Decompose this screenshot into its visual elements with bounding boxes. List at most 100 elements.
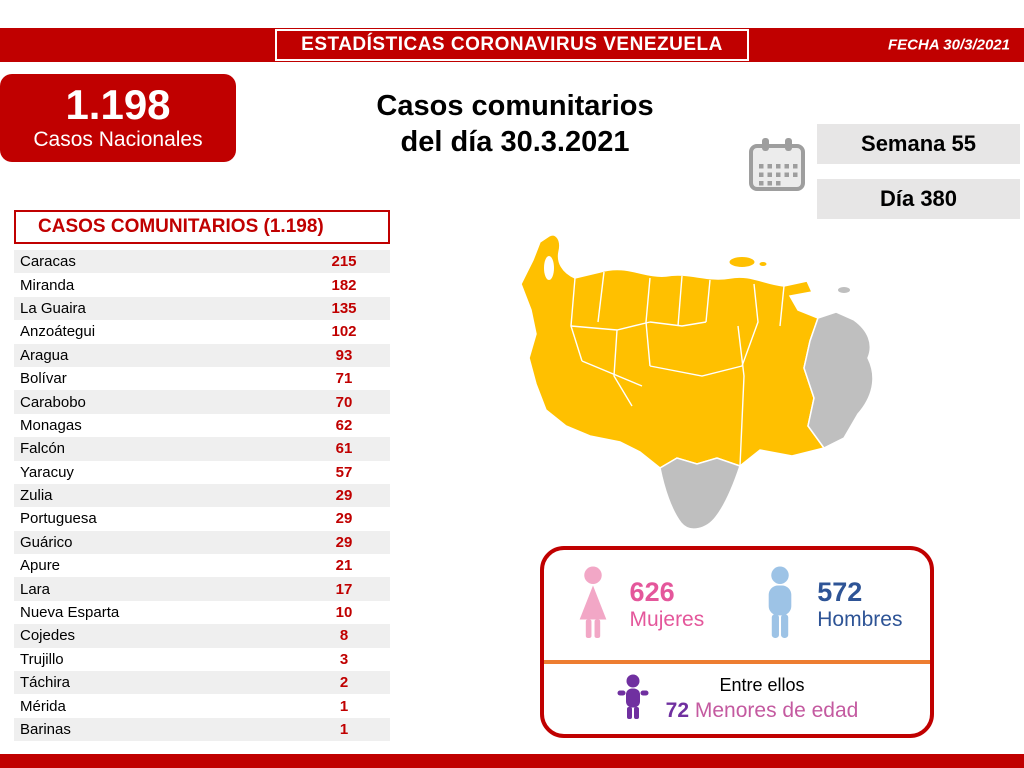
map-gray-east-region (803, 311, 874, 449)
map-island-small (758, 261, 768, 267)
minors-label: Menores de edad (694, 699, 859, 723)
state-case-count: 3 (339, 650, 349, 668)
orange-divider (544, 660, 930, 664)
state-name: Cojedes (20, 627, 76, 645)
state-case-count: 182 (331, 276, 357, 294)
table-row: Guárico 29 (14, 530, 390, 555)
state-case-count: 70 (335, 393, 353, 411)
map-yellow-region (520, 234, 826, 469)
state-name: Zulia (20, 487, 53, 505)
national-cases-box: 1.198 Casos Nacionales (0, 74, 236, 162)
state-case-count: 29 (335, 533, 353, 551)
table-row: Barinas 1 (14, 717, 390, 742)
state-name: Falcón (20, 440, 66, 458)
state-case-count: 135 (331, 299, 357, 317)
table-row: Trujillo 3 (14, 648, 390, 671)
table-row: Nueva Esparta 10 (14, 601, 390, 624)
map-island-gray (838, 287, 850, 293)
woman-icon (572, 566, 614, 645)
state-name: Táchira (20, 674, 71, 692)
state-name: Barinas (20, 721, 71, 738)
women-group: 626 Mujeres (572, 566, 704, 645)
state-name: Lara (20, 580, 51, 598)
cases-table-body: Caracas 215 Miranda 182 La Guaira 135 An… (14, 250, 390, 742)
state-name: Trujillo (20, 650, 64, 668)
minors-text: Entre ellos 72 Menores de edad (666, 674, 859, 725)
state-case-count: 215 (331, 253, 357, 271)
state-name: Apure (20, 557, 61, 575)
state-case-count: 29 (335, 510, 353, 528)
top-bar: ESTADÍSTICAS CORONAVIRUS VENEZUELA FECHA… (0, 28, 1024, 62)
state-case-count: 17 (335, 580, 353, 598)
table-row: Mérida 1 (14, 694, 390, 717)
table-row: Cojedes 8 (14, 624, 390, 648)
table-row: Caracas 215 (14, 250, 390, 274)
state-name: Mérida (20, 697, 66, 715)
table-row: Miranda 182 (14, 273, 390, 296)
table-row: Lara 17 (14, 577, 390, 601)
state-case-count: 102 (331, 323, 357, 341)
state-case-count: 2 (339, 674, 349, 692)
demographics-panel: 626 Mujeres 572 (540, 546, 934, 738)
state-case-count: 29 (335, 487, 353, 505)
state-case-count: 57 (335, 463, 353, 481)
table-row: Monagas 62 (14, 414, 390, 437)
women-count: 626 (629, 577, 675, 608)
minors-line: 72 Menores de edad (666, 697, 859, 724)
table-row: Zulia 29 (14, 483, 390, 508)
state-name: Nueva Esparta (20, 604, 120, 622)
map-gray-south-region (659, 457, 741, 530)
state-name: Monagas (20, 416, 82, 434)
state-name: Aragua (20, 346, 69, 364)
state-name: Anzoátegui (20, 323, 96, 341)
venezuela-map (492, 226, 916, 538)
minors-count: 72 (665, 699, 690, 723)
state-name: La Guaira (20, 299, 86, 317)
table-row: La Guaira 135 (14, 296, 390, 321)
state-case-count: 62 (335, 416, 353, 434)
state-name: Guárico (20, 533, 73, 551)
map-island-margarita (728, 256, 756, 268)
map-gulf-notch (544, 256, 554, 280)
men-count: 572 (817, 577, 863, 608)
day-box: Día 380 (817, 179, 1020, 219)
national-cases-value: 1.198 (65, 81, 171, 128)
national-cases-label: Casos Nacionales (33, 128, 203, 151)
state-name: Miranda (20, 276, 75, 294)
state-name: Yaracuy (20, 463, 74, 481)
men-group: 572 Hombres (759, 566, 902, 645)
map-state-borders (570, 271, 785, 467)
state-case-count: 61 (335, 440, 353, 458)
page-title: ESTADÍSTICAS CORONAVIRUS VENEZUELA (275, 29, 749, 61)
state-name: Caracas (20, 253, 76, 271)
minors-row: Entre ellos 72 Menores de edad (544, 664, 930, 734)
state-case-count: 21 (335, 557, 353, 575)
state-case-count: 10 (335, 604, 353, 622)
men-label: Hombres (817, 608, 903, 632)
main-title-line2: del día 30.3.2021 (400, 126, 630, 159)
state-case-count: 1 (339, 697, 349, 715)
week-box: Semana 55 (817, 124, 1020, 164)
table-row: Bolívar 71 (14, 367, 390, 390)
state-name: Carabobo (20, 393, 86, 411)
state-case-count: 1 (339, 721, 349, 738)
cases-table-header: CASOS COMUNITARIOS (1.198) (14, 210, 390, 244)
main-title: Casos comunitarios del día 30.3.2021 (300, 88, 730, 161)
man-icon (759, 566, 801, 645)
table-row: Falcón 61 (14, 437, 390, 461)
child-icon (616, 674, 650, 725)
men-stat: 572 Hombres (817, 577, 902, 632)
gender-stats-row: 626 Mujeres 572 (544, 550, 930, 660)
table-row: Carabobo 70 (14, 390, 390, 414)
state-case-count: 8 (339, 627, 349, 645)
table-row: Apure 21 (14, 554, 390, 577)
minors-intro: Entre ellos (719, 674, 805, 695)
state-case-count: 71 (335, 370, 353, 388)
bottom-bar (0, 754, 1024, 768)
community-cases-panel: CASOS COMUNITARIOS (1.198) Caracas 215 M… (14, 210, 390, 742)
table-row: Anzoátegui 102 (14, 320, 390, 343)
table-row: Portuguesa 29 (14, 507, 390, 530)
state-name: Portuguesa (20, 510, 97, 528)
main-title-line1: Casos comunitarios (376, 90, 654, 122)
